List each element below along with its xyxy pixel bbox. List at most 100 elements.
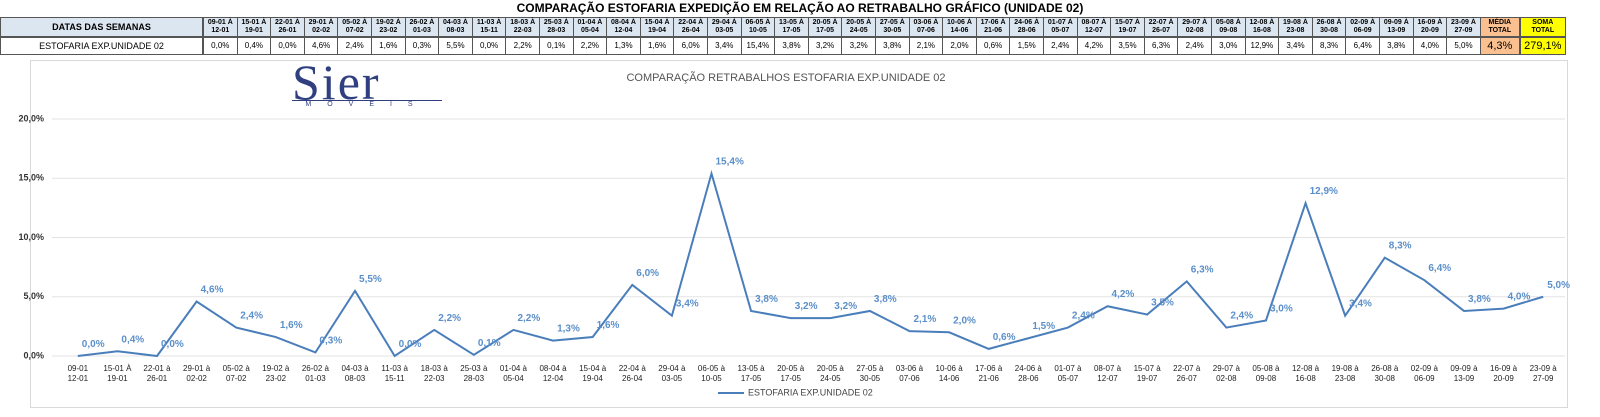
column-header: 26-02 À 01-03 — [404, 17, 440, 37]
y-tick-label: 10,0% — [18, 232, 44, 242]
data-label: 6,3% — [1191, 264, 1214, 275]
data-label: 0,6% — [993, 332, 1016, 343]
column-header: 26-08 À 30-08 — [1311, 17, 1347, 37]
data-label: 4,2% — [1112, 289, 1135, 300]
column-header: 16-09 À 20-09 — [1412, 17, 1448, 37]
column-header: 15-01 À 19-01 — [236, 17, 272, 37]
x-tick-label: 20-05 à 24-05 — [816, 364, 844, 383]
y-tick-label: 20,0% — [18, 113, 44, 123]
row-header: DATAS DAS SEMANAS — [0, 17, 203, 37]
data-label: 2,4% — [1072, 311, 1095, 322]
x-tick-label: 01-07 à 05-07 — [1054, 364, 1082, 383]
row-label: ESTOFARIA EXP.UNIDADE 02 — [0, 37, 203, 55]
data-label: 2,2% — [517, 313, 540, 324]
data-label: 2,0% — [953, 315, 976, 326]
data-label: 1,5% — [1032, 321, 1055, 332]
y-tick-label: 0,0% — [23, 350, 44, 360]
page-title: COMPARAÇÃO ESTOFARIA EXPEDIÇÃO EM RELAÇÃ… — [516, 1, 1084, 15]
column-header: 04-03 À 08-03 — [438, 17, 473, 37]
data-label: 2,4% — [1230, 311, 1253, 322]
column-header: 25-03 À 28-03 — [539, 17, 574, 37]
data-label: 5,5% — [359, 274, 382, 285]
column-header: 09-09 À 13-09 — [1379, 17, 1414, 37]
x-tick-label: 02-09 à 06-09 — [1410, 364, 1438, 383]
column-header: 19-02 À 23-02 — [371, 17, 406, 37]
table: DATAS DAS SEMANAS ESTOFARIA EXP.UNIDADE 0… — [0, 17, 1600, 55]
data-label: 15,4% — [715, 157, 743, 168]
y-tick-label: 5,0% — [23, 291, 44, 301]
data-label: 8,3% — [1389, 241, 1412, 252]
column-header: 29-04 À 03-05 — [707, 17, 742, 37]
data-label: 12,9% — [1310, 186, 1338, 197]
data-label: 3,0% — [1270, 303, 1293, 314]
x-tick-label: 13-05 à 17-05 — [737, 364, 765, 383]
x-tick-label: 22-01 à 26-01 — [143, 364, 171, 383]
x-tick-label: 01-04 à 05-04 — [499, 364, 528, 383]
x-tick-label: 05-02 à 07-02 — [222, 364, 250, 383]
column-header: 29-07 À 02-08 — [1177, 17, 1212, 37]
x-tick-label: 11-03 à 15-11 — [381, 364, 408, 383]
column-header: 02-09 À 06-09 — [1345, 17, 1380, 37]
data-label: 3,4% — [1349, 299, 1372, 310]
data-label: 0,0% — [161, 339, 184, 350]
x-tick-label: 08-07 à 12-07 — [1093, 364, 1122, 383]
x-tick-label: 26-08 à 30-08 — [1371, 364, 1399, 383]
x-tick-label: 15-07 à 19-07 — [1133, 364, 1161, 383]
x-tick-label: 25-03 à 28-03 — [460, 364, 488, 383]
column-header: 05-02 À 07-02 — [337, 17, 372, 37]
x-tick-label: 29-07 à 02-08 — [1212, 364, 1240, 383]
data-label: 3,4% — [676, 299, 699, 310]
column-header: 22-04 À 26-04 — [673, 17, 708, 37]
column-header: 20-05 À 24-05 — [841, 17, 876, 37]
data-label: 0,0% — [82, 339, 105, 350]
avg-header: MÉDIA TOTAL — [1479, 17, 1520, 37]
data-label: 4,6% — [201, 284, 224, 295]
line — [77, 169, 1544, 358]
data-label: 3,8% — [755, 294, 778, 305]
x-tick-label: 05-08 à 09-08 — [1252, 364, 1280, 383]
x-tick-label: 20-05 à 17-05 — [777, 364, 805, 383]
x-tick-label: 24-06 à 28-06 — [1014, 364, 1042, 383]
data-label: 2,2% — [438, 313, 461, 324]
data-label: 2,4% — [240, 311, 263, 322]
data-label: 1,6% — [597, 320, 620, 331]
legend-label: ESTOFARIA EXP.UNIDADE 02 — [748, 387, 873, 397]
x-tick-label: 17-06 à 21-06 — [975, 364, 1003, 383]
column-header: 20-05 À 17-05 — [807, 17, 843, 37]
x-tick-label: 23-09 à 27-09 — [1529, 364, 1557, 383]
chart-title: COMPARAÇÃO RETRABALHOS ESTOFARIA EXP.UNI… — [626, 71, 945, 84]
data-label: 1,3% — [557, 324, 580, 335]
data-label: 5,0% — [1547, 280, 1570, 291]
data-label: 6,0% — [636, 268, 659, 279]
x-tick-label: 19-02 à 23-02 — [262, 364, 290, 383]
column-header: 22-07 À 26-07 — [1143, 17, 1179, 37]
y-tick-label: 15,0% — [18, 173, 44, 183]
data-label: 4,0% — [1508, 292, 1531, 303]
x-tick-label: 26-02 à 01-03 — [301, 364, 329, 383]
data-label: 0,4% — [121, 334, 144, 345]
chart-panel — [30, 60, 1568, 408]
data-label: 3,2% — [834, 301, 857, 312]
data-label: 2,1% — [914, 314, 937, 325]
column-header: 06-05 À 10-05 — [740, 17, 776, 37]
x-tick-label: 10-06 à 14-06 — [935, 364, 963, 383]
x-tick-label: 19-08 à 23-08 — [1331, 364, 1359, 383]
x-tick-label: 29-04 à 03-05 — [658, 364, 686, 383]
column-header: 08-04 À 12-04 — [606, 17, 641, 37]
data-label: 0,1% — [478, 338, 501, 349]
x-tick-label: 22-07 à 26-07 — [1173, 364, 1201, 383]
x-tick-label: 15-01 À 19-01 — [103, 364, 132, 383]
logo-sub: MÓVEIS — [292, 100, 442, 108]
logo: Sier — [292, 54, 381, 110]
sum-header: SOMA TOTAL — [1519, 17, 1566, 37]
sum-value: 279,1% — [1519, 37, 1566, 55]
x-tick-label: 09-09 à 13-09 — [1450, 364, 1478, 383]
x-tick-label: 16-09 à 20-09 — [1490, 364, 1518, 383]
x-tick-label: 22-04 à 26-04 — [618, 364, 646, 383]
data-label: 3,2% — [795, 301, 818, 312]
avg-value: 4,3% — [1479, 37, 1520, 55]
column-header: 29-01 À 02-02 — [303, 17, 339, 37]
x-tick-label: 12-08 à 16-08 — [1291, 364, 1320, 383]
